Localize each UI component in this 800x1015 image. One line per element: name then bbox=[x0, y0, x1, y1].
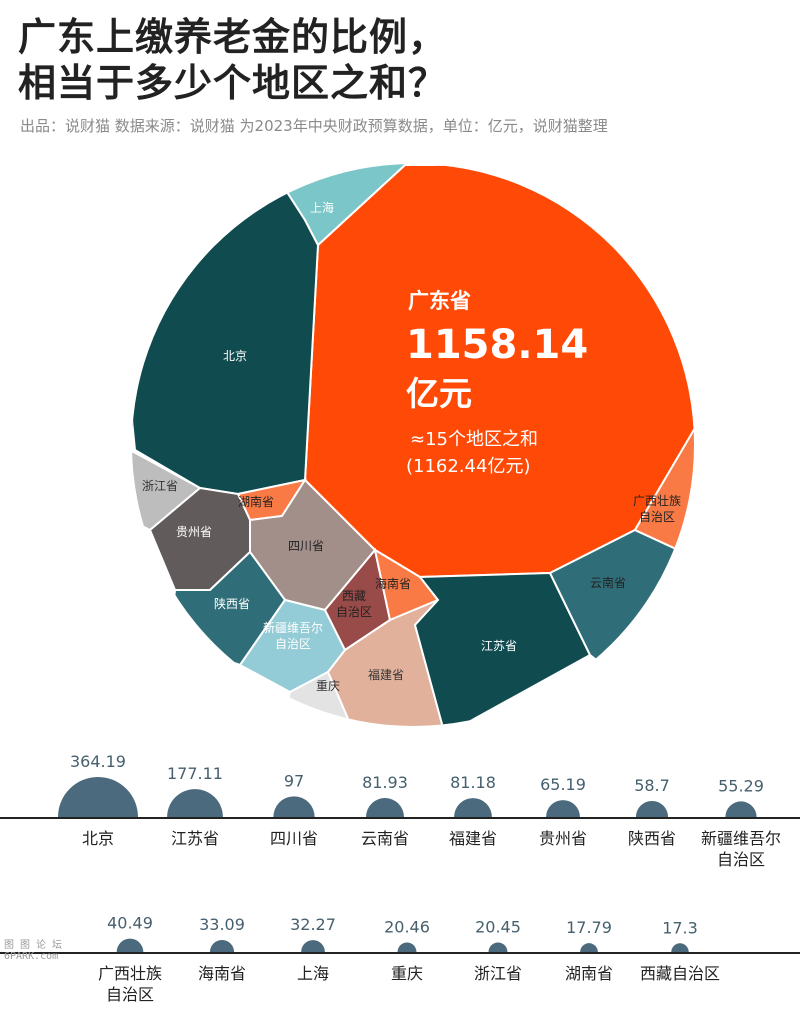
bubble-item-fujian: 81.18 福建省 bbox=[449, 773, 497, 848]
bubble-label-fujian: 福建省 bbox=[449, 829, 497, 848]
bubble-item-beijing: 364.19 北京 bbox=[57, 752, 139, 859]
bubble-item-hainan: 33.09 海南省 bbox=[198, 915, 246, 983]
bubble-value-jiangsu: 177.11 bbox=[167, 764, 223, 783]
bubble-value-hunan: 17.79 bbox=[566, 918, 612, 937]
label-sichuan: 四川省 bbox=[288, 539, 324, 553]
bubble-value-guizhou: 65.19 bbox=[540, 775, 586, 794]
bubble-item-hunan: 17.79 湖南省 bbox=[565, 918, 613, 983]
title-line-1: 广东上缴养老金的比例， bbox=[18, 15, 448, 59]
bubble-mask bbox=[724, 817, 758, 835]
bubble-item-tibet: 17.3 西藏自治区 bbox=[640, 918, 720, 983]
label-hunan: 湖南省 bbox=[238, 494, 274, 509]
label-beijing: 北京 bbox=[223, 349, 247, 363]
title-line-2: 相当于多少个地区之和？ bbox=[18, 61, 448, 105]
subtitle: 出品：说财猫 数据来源：说财猫 为2023年中央财政预算数据，单位：亿元，说财猫… bbox=[20, 117, 608, 135]
label-zhejiang: 浙江省 bbox=[142, 479, 178, 493]
bubble-value-guangxi: 40.49 bbox=[107, 914, 153, 933]
bubble-value-xinjiang: 55.29 bbox=[718, 776, 764, 795]
bubble-mask bbox=[208, 952, 236, 967]
bubble-label-chongqing: 重庆 bbox=[391, 964, 423, 983]
bubble-value-shaanxi: 58.7 bbox=[634, 776, 670, 795]
bubble-mask bbox=[487, 952, 509, 964]
bubble-label-hunan: 湖南省 bbox=[565, 964, 613, 983]
bubble-value-hainan: 33.09 bbox=[199, 915, 245, 934]
bubble-item-zhejiang: 20.45 浙江省 bbox=[474, 918, 522, 983]
label-xinjiang: 新疆维吾尔自治区 bbox=[263, 620, 323, 651]
bubble-mask bbox=[579, 952, 599, 963]
label-shaanxi: 陕西省 bbox=[214, 596, 250, 611]
bubble-value-sichuan: 97 bbox=[284, 771, 304, 790]
bubble-value-fujian: 81.18 bbox=[450, 773, 496, 792]
bubble-mask bbox=[57, 817, 139, 859]
label-jiangsu: 江苏省 bbox=[481, 639, 517, 653]
baseline-row-2 bbox=[0, 952, 800, 954]
bubble-label-guizhou: 贵州省 bbox=[539, 829, 587, 848]
bubble-mask bbox=[300, 952, 326, 966]
bubble-value-tibet: 17.3 bbox=[662, 918, 698, 937]
bubble-label-yunnan: 云南省 bbox=[361, 829, 409, 848]
label-yunnan: 云南省 bbox=[590, 575, 626, 590]
bubble-mask bbox=[365, 817, 405, 838]
bubble-value-chongqing: 20.46 bbox=[384, 918, 430, 937]
bubble-item-yunnan: 81.93 云南省 bbox=[361, 773, 409, 848]
bubble-mask bbox=[453, 817, 493, 838]
bubble-label-xinjiang: 新疆维吾尔自治区 bbox=[701, 829, 781, 869]
bubble-label-hainan: 海南省 bbox=[198, 964, 246, 983]
bubble-value-yunnan: 81.93 bbox=[362, 773, 408, 792]
label-guizhou: 贵州省 bbox=[176, 525, 212, 539]
label-hainan: 海南省 bbox=[375, 576, 411, 591]
guangdong-value: 1158.14 bbox=[406, 322, 588, 368]
bubble-item-jiangsu: 177.11 江苏省 bbox=[166, 764, 224, 848]
label-shanghai: 上海 bbox=[310, 200, 334, 215]
bubble-mask bbox=[670, 952, 690, 963]
label-fujian: 福建省 bbox=[368, 667, 404, 682]
bubble-value-beijing: 364.19 bbox=[70, 752, 126, 771]
bubble-mask bbox=[272, 817, 316, 840]
guangdong-note-2: (1162.44亿元) bbox=[406, 456, 530, 477]
label-tibet: 西藏自治区 bbox=[336, 589, 372, 619]
bubble-label-sichuan: 四川省 bbox=[270, 829, 318, 848]
bubble-label-tibet: 西藏自治区 bbox=[640, 964, 720, 983]
watermark-line-2: 6PARK.com bbox=[4, 951, 59, 962]
bubble-item-shaanxi: 58.7 陕西省 bbox=[628, 776, 676, 848]
bubble-row-1: 364.19 北京 177.11 江苏省 97 四川省 81.93 云南省 81.18 福建省 65… bbox=[57, 752, 781, 869]
bubble-item-sichuan: 97 四川省 bbox=[270, 771, 318, 848]
bubble-item-guizhou: 65.19 贵州省 bbox=[539, 775, 587, 848]
bubble-label-shaanxi: 陕西省 bbox=[628, 829, 676, 848]
bubble-mask bbox=[115, 952, 145, 968]
label-guangxi: 广西壮族自治区 bbox=[633, 494, 681, 524]
cell-beijing bbox=[132, 164, 320, 496]
bubble-mask bbox=[166, 817, 224, 847]
bubble-label-zhejiang: 浙江省 bbox=[474, 964, 522, 983]
guangdong-name: 广东省 bbox=[408, 289, 471, 313]
bubble-item-chongqing: 20.46 重庆 bbox=[384, 918, 430, 983]
bubble-label-beijing: 北京 bbox=[82, 829, 114, 848]
bubble-mask bbox=[545, 817, 581, 836]
bubble-label-shanghai: 上海 bbox=[297, 964, 329, 983]
bubble-label-jiangsu: 江苏省 bbox=[171, 829, 219, 848]
watermark: 图 图 论 坛 6PARK.com bbox=[4, 940, 62, 962]
label-chongqing: 重庆 bbox=[316, 679, 340, 693]
baseline-row-1 bbox=[0, 817, 800, 819]
bubble-label-guangxi: 广西壮族自治区 bbox=[98, 964, 162, 1004]
watermark-line-1: 图 图 论 坛 bbox=[4, 940, 63, 951]
page-title: 广东上缴养老金的比例， 相当于多少个地区之和？ bbox=[18, 14, 788, 106]
bubble-value-zhejiang: 20.45 bbox=[475, 918, 521, 937]
bubble-item-xinjiang: 55.29 新疆维吾尔自治区 bbox=[701, 776, 781, 869]
bubble-mask bbox=[634, 817, 670, 836]
bubble-item-shanghai: 32.27 上海 bbox=[290, 915, 336, 983]
bubble-value-shanghai: 32.27 bbox=[290, 915, 336, 934]
bubble-mask bbox=[396, 952, 418, 964]
guangdong-note-1: ≈15个地区之和 bbox=[410, 429, 538, 450]
bubble-item-guangxi: 40.49 广西壮族自治区 bbox=[98, 914, 162, 1004]
guangdong-unit: 亿元 bbox=[406, 374, 472, 413]
